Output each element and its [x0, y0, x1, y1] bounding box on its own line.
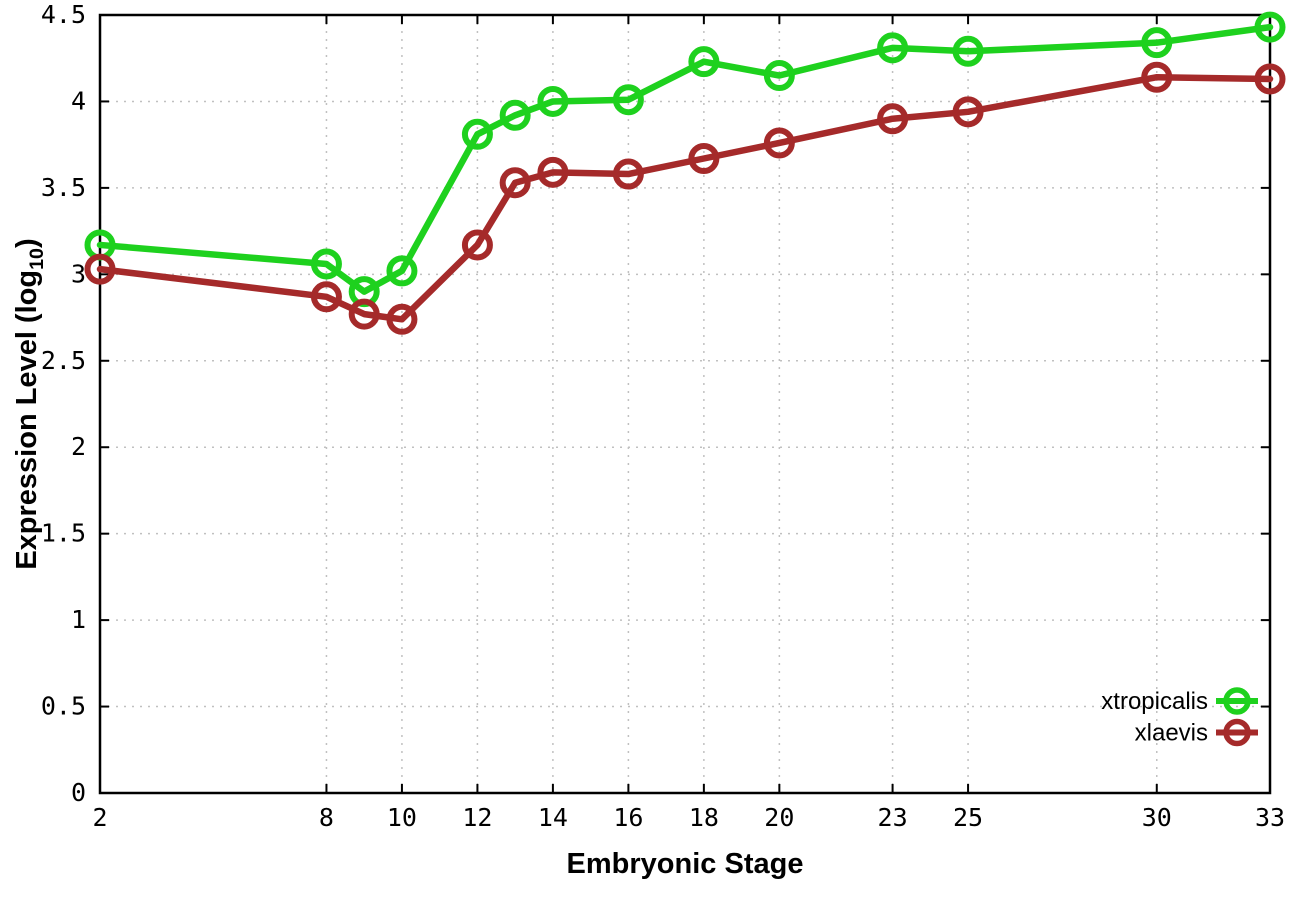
data-point-marker-xlaevis: [84, 253, 116, 285]
x-tick-label: 8: [319, 803, 334, 832]
x-tick-label: 33: [1255, 803, 1285, 832]
data-point-marker-xlaevis: [612, 158, 644, 190]
data-point-marker-xlaevis: [348, 298, 380, 330]
data-point-marker-xtropicalis: [1254, 11, 1286, 43]
y-axis-title-text: Expression Level (log: [11, 269, 44, 570]
data-point-marker-xlaevis: [386, 303, 418, 335]
legend-entry-xtropicalis: xtropicalis: [1101, 687, 1258, 715]
x-tick-label: 10: [387, 803, 417, 832]
y-tick-label: 0.5: [41, 692, 86, 721]
data-point-marker-xtropicalis: [952, 35, 984, 67]
data-point-marker-xtropicalis: [310, 248, 342, 280]
data-point-marker-xtropicalis: [763, 60, 795, 92]
x-tick-label: 30: [1142, 803, 1172, 832]
legend-entry-xlaevis: xlaevis: [1135, 718, 1258, 747]
legend-label-xtropicalis: xtropicalis: [1101, 688, 1208, 715]
y-axis-title-suffix: ): [11, 238, 44, 248]
data-point-marker-xtropicalis: [877, 32, 909, 64]
data-point-marker-xlaevis: [537, 156, 569, 188]
data-point-marker-xlaevis: [1254, 63, 1286, 95]
data-point-marker-xtropicalis: [499, 99, 531, 131]
x-axis-title: Embryonic Stage: [566, 848, 804, 880]
y-axis-title-subscript: 10: [25, 247, 48, 270]
data-point-marker-xtropicalis: [688, 46, 720, 78]
data-point-marker-xlaevis: [688, 142, 720, 174]
x-tick-label: 20: [764, 803, 794, 832]
x-tick-label: 18: [689, 803, 719, 832]
data-point-marker-xtropicalis: [537, 85, 569, 117]
y-tick-label: 2: [71, 432, 86, 461]
y-tick-label: 0: [71, 778, 86, 807]
x-tick-label: 12: [462, 803, 492, 832]
y-tick-label: 2.5: [41, 346, 86, 375]
x-tick-label: 14: [538, 803, 568, 832]
y-tick-label: 3.5: [41, 173, 86, 202]
y-tick-label: 1.5: [41, 519, 86, 548]
series-xtropicalis: [84, 11, 1286, 308]
x-tick-label: 25: [953, 803, 983, 832]
y-tick-label: 4: [71, 86, 86, 115]
data-point-marker-xlaevis: [763, 127, 795, 159]
y-tick-label: 3: [71, 259, 86, 288]
data-point-marker-xtropicalis: [386, 255, 418, 287]
data-point-marker-xtropicalis: [612, 84, 644, 116]
data-point-marker-xlaevis: [1141, 61, 1173, 93]
data-point-marker-xtropicalis: [461, 118, 493, 150]
plot-border: [98, 13, 1272, 795]
data-point-marker-xlaevis: [877, 103, 909, 135]
legend-marker-xtropicalis: [1223, 687, 1251, 715]
data-point-marker-xlaevis: [499, 167, 531, 199]
x-tick-label: 23: [878, 803, 908, 832]
x-tick-label: 16: [613, 803, 643, 832]
legend-marker-xlaevis: [1223, 718, 1251, 747]
data-point-marker-xtropicalis: [1141, 27, 1173, 59]
x-tick-label: 2: [92, 803, 107, 832]
data-point-marker-xlaevis: [461, 229, 493, 261]
legend-label-xlaevis: xlaevis: [1135, 720, 1208, 747]
y-axis-title: Expression Level (log10): [11, 238, 49, 569]
data-point-marker-xlaevis: [310, 281, 342, 313]
series-xlaevis: [84, 61, 1286, 335]
y-tick-label: 1: [71, 605, 86, 634]
data-point-marker-xlaevis: [952, 96, 984, 128]
y-tick-label: 4.5: [41, 0, 86, 29]
